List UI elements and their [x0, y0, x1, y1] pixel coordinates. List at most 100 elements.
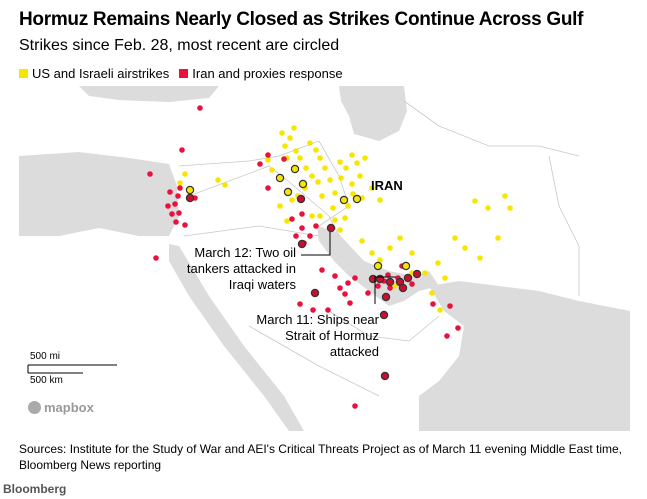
strike-point-us-israel — [317, 213, 323, 219]
strike-point-us-israel — [322, 165, 328, 171]
red-sea — [169, 244, 304, 431]
strike-points — [147, 105, 513, 409]
scale-miles: 500 mi — [30, 351, 61, 362]
strike-point-us-israel — [485, 205, 491, 211]
strike-point-recent — [290, 164, 300, 174]
strike-point-recent — [379, 310, 389, 320]
strike-point-iran — [430, 301, 436, 307]
strike-point-recent — [398, 283, 408, 293]
strike-point-us-israel — [349, 181, 355, 187]
strike-point-iran — [173, 219, 179, 225]
annotation-line: March 12: Two oil — [194, 245, 296, 260]
strike-point-recent — [412, 269, 422, 279]
strike-point-iran — [409, 281, 415, 287]
strike-point-us-israel — [359, 238, 365, 244]
strike-point-iran — [147, 171, 153, 177]
strike-point-us-israel — [293, 148, 299, 154]
strike-point-recent — [373, 261, 383, 271]
country-borders — [178, 100, 580, 397]
strike-point-recent — [401, 261, 411, 271]
strike-point-recent — [368, 274, 378, 284]
strike-point-us-israel — [297, 155, 303, 161]
strike-point-us-israel — [357, 173, 363, 179]
strike-point-iran — [281, 156, 287, 162]
strike-point-iran — [297, 301, 303, 307]
strike-point-us-israel — [338, 175, 344, 181]
strike-point-us-israel — [429, 290, 435, 296]
strike-point-iran — [177, 185, 183, 191]
strike-point-us-israel — [315, 179, 321, 185]
strike-point-us-israel — [342, 215, 348, 221]
strike-point-recent — [403, 273, 413, 283]
mapbox-label: mapbox — [44, 400, 94, 415]
strike-point-recent — [283, 187, 293, 197]
strike-point-us-israel — [222, 182, 228, 188]
strike-point-us-israel — [502, 193, 508, 199]
strike-point-us-israel — [327, 177, 333, 183]
bloomberg-logo: Bloomberg — [3, 482, 67, 496]
strike-point-iran — [307, 233, 313, 239]
strike-point-iran — [325, 307, 331, 313]
strike-point-iran — [257, 161, 263, 167]
strike-point-us-israel — [472, 198, 478, 204]
strike-point-recent — [185, 193, 195, 203]
strike-point-us-israel — [330, 205, 336, 211]
strike-point-iran — [387, 285, 393, 291]
mapbox-logo-icon — [28, 401, 41, 414]
legend-swatch-yellow — [19, 69, 28, 78]
strike-point-iran — [167, 189, 173, 195]
annotation-march-11: March 11: Ships near Strait of Hormuz at… — [256, 312, 379, 360]
mapbox-attribution[interactable]: mapbox — [28, 400, 94, 415]
strike-point-iran — [182, 222, 188, 228]
annotation-line: attacked — [329, 344, 379, 359]
strike-point-iran — [197, 105, 203, 111]
leader-line-march-12 — [301, 232, 331, 256]
strike-point-recent — [339, 195, 349, 205]
legend-item-iran: Iran and proxies response — [179, 66, 343, 81]
scale-bar — [27, 364, 117, 374]
strike-point-iran — [319, 267, 325, 273]
source-note: Sources: Institute for the Study of War … — [19, 442, 623, 472]
strike-point-recent — [326, 223, 336, 233]
scale-km: 500 km — [30, 375, 63, 386]
strike-point-recent — [298, 179, 308, 189]
strike-point-us-israel — [284, 218, 290, 224]
mediterranean — [19, 152, 179, 236]
strike-point-iran — [332, 273, 338, 279]
strike-point-iran — [179, 147, 185, 153]
strike-point-us-israel — [303, 165, 309, 171]
strike-point-recent — [380, 371, 390, 381]
strike-point-iran — [455, 325, 461, 331]
strike-point-iran — [345, 280, 351, 286]
strike-point-us-israel — [265, 157, 271, 163]
leader-line-march-11 — [374, 276, 396, 304]
strike-point-recent — [385, 277, 395, 287]
strike-point-iran — [176, 210, 182, 216]
strike-point-recent — [375, 274, 385, 284]
legend-label: US and Israeli airstrikes — [32, 66, 170, 81]
strike-point-recent — [296, 194, 306, 204]
strike-point-us-israel — [369, 250, 375, 256]
strike-point-us-israel — [332, 217, 338, 223]
strike-point-us-israel — [377, 257, 383, 263]
chart-title: Hormuz Remains Nearly Closed as Strikes … — [19, 9, 584, 30]
strike-point-us-israel — [309, 213, 315, 219]
strike-point-us-israel — [462, 245, 468, 251]
black-sea — [79, 86, 219, 102]
legend-label: Iran and proxies response — [192, 66, 343, 81]
legend: US and Israeli airstrikes Iran and proxi… — [19, 66, 343, 81]
strike-point-us-israel — [343, 165, 349, 171]
strike-point-recent — [310, 288, 320, 298]
strike-point-us-israel — [337, 159, 343, 165]
strike-point-us-israel — [452, 235, 458, 241]
strike-point-iran — [265, 185, 271, 191]
strike-point-us-israel — [387, 245, 393, 251]
map: IRAN — [19, 86, 630, 431]
strike-point-iran — [310, 307, 316, 313]
strike-point-us-israel — [362, 155, 368, 161]
strike-point-recent — [185, 185, 195, 195]
strike-point-us-israel — [291, 125, 297, 131]
strike-point-us-israel — [279, 130, 285, 136]
strike-point-us-israel — [345, 203, 351, 209]
